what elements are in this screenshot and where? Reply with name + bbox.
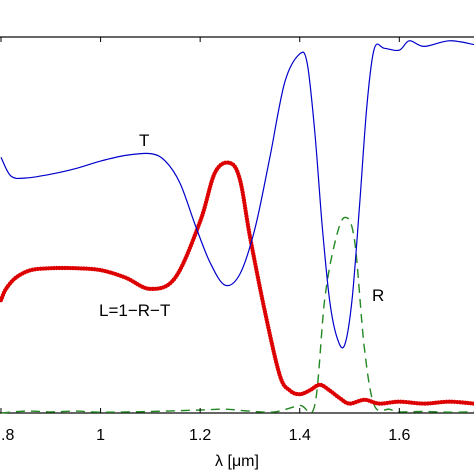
x-tick-label: .8 bbox=[1, 427, 14, 444]
x-tick-label: 1.4 bbox=[289, 427, 311, 444]
x-tick-label: 1.2 bbox=[189, 427, 211, 444]
series-layer bbox=[0, 40, 474, 414]
series-line-l-1-r-t bbox=[0, 160, 474, 406]
series-line-r bbox=[0, 216, 474, 414]
x-tick-label: 1.6 bbox=[388, 427, 410, 444]
x-axis-label: λ [μm] bbox=[215, 453, 259, 470]
annotation-T: T bbox=[139, 131, 149, 150]
annotation-L: L=1−R−T bbox=[99, 301, 170, 320]
plot-frame bbox=[0, 36, 474, 414]
series-line-t bbox=[0, 40, 474, 349]
x-tick-label: 1 bbox=[96, 427, 105, 444]
annotation-R: R bbox=[372, 286, 384, 305]
x-ticks: .8 1 1.2 1.4 1.6 bbox=[0, 37, 411, 444]
